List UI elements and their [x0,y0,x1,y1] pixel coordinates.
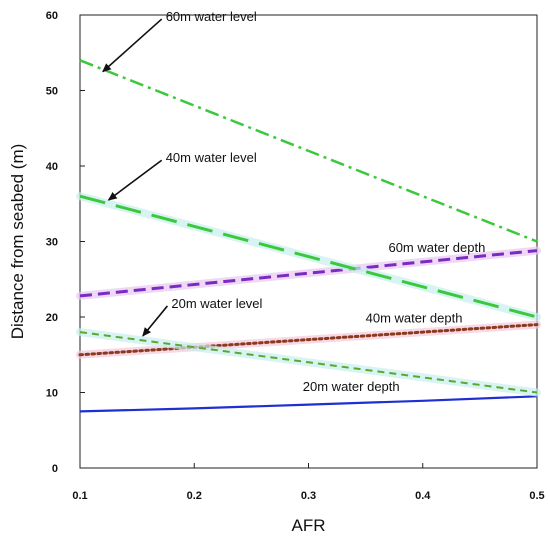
series-line-1 [79,395,538,413]
series-line-6 [79,59,538,243]
x-tick-label: 0.4 [415,490,431,502]
series-line-3 [79,249,538,298]
y-tick-label: 50 [46,86,58,98]
annotation-arrow [107,159,163,201]
series-layer [76,59,541,413]
annotation-arrow [142,305,169,337]
x-tick-label: 0.2 [187,490,202,502]
label-40m-water-level: 40m water level [166,150,257,165]
label-20m-water-level: 20m water level [171,296,262,311]
label-40m-water-depth: 40m water depth [366,310,463,325]
plot-axes: 0 10 20 30 40 50 60 0.1 0.2 0.3 0.4 0.5 [46,10,545,502]
label-60m-water-depth: 60m water depth [388,240,485,255]
x-axis-label: AFR [292,516,326,535]
y-tick-label: 0 [52,463,58,475]
annotation-layer: 60m water level 40m water level 20m water … [102,9,485,394]
y-tick-label: 10 [46,388,58,400]
label-60m-water-level: 60m water level [166,9,257,24]
x-tick-label: 0.1 [72,490,87,502]
y-tick-label: 40 [46,161,58,173]
annotation-arrow [102,18,163,73]
y-tick-label: 30 [46,237,58,249]
y-axis-label: Distance from seabed (m) [8,144,27,340]
y-tick-label: 60 [46,10,58,22]
series-line-2 [78,323,539,357]
label-20m-water-depth: 20m water depth [303,379,400,394]
y-tick-label: 20 [46,312,58,324]
series-line-5 [79,194,538,319]
series-line-4 [79,331,538,394]
x-tick-label: 0.3 [301,490,316,502]
x-tick-label: 0.5 [529,490,544,502]
